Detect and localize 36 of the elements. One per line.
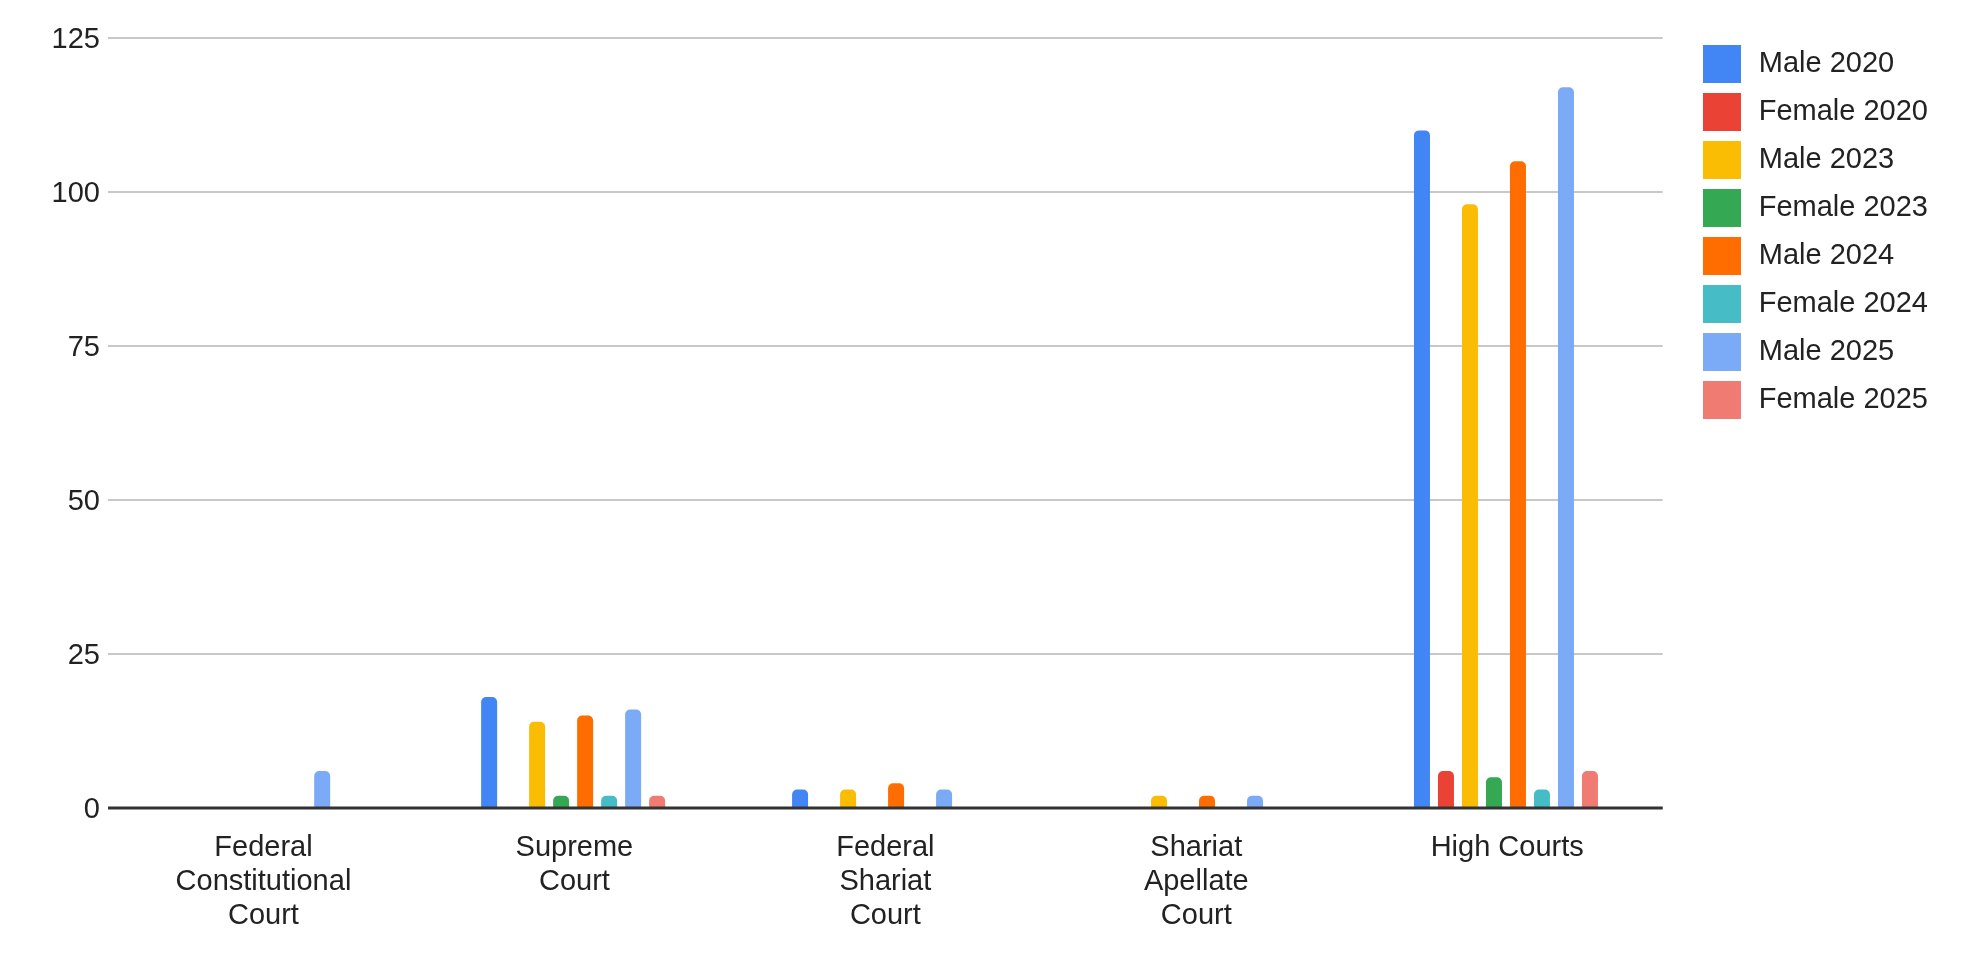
- bar: [888, 783, 905, 808]
- y-tick-label: 125: [51, 22, 100, 55]
- x-tick-label: Federal Shariat Court: [836, 830, 935, 930]
- x-tick-label: Supreme Court: [515, 830, 634, 896]
- legend-label: Female 2020: [1758, 94, 1928, 126]
- legend-label: Female 2025: [1758, 382, 1928, 414]
- legend-label: Male 2023: [1758, 142, 1895, 174]
- y-tick-label: 100: [51, 176, 100, 209]
- bar: [529, 721, 546, 808]
- bar: [1557, 87, 1574, 808]
- bar: [936, 789, 953, 808]
- bar: [840, 789, 857, 808]
- y-tick-label: 75: [67, 330, 100, 363]
- bar: [1437, 771, 1454, 808]
- legend-label: Female 2023: [1758, 190, 1928, 222]
- x-tick-label: High Courts: [1430, 830, 1584, 862]
- y-tick-label: 0: [83, 792, 100, 825]
- legend-label: Female 2024: [1758, 286, 1928, 318]
- bar: [1509, 161, 1526, 808]
- y-tick-label: 50: [67, 484, 100, 517]
- bar: [1413, 130, 1430, 808]
- bar: [577, 715, 594, 808]
- bar: [1461, 204, 1478, 808]
- legend-label: Male 2020: [1758, 46, 1895, 78]
- legend-label: Male 2025: [1758, 334, 1895, 366]
- bar: [314, 771, 331, 808]
- y-tick-label: 25: [67, 638, 100, 671]
- bar: [792, 789, 809, 808]
- bar: [1581, 771, 1598, 808]
- bar: [481, 697, 498, 808]
- x-tick-label: Federal Constitutional Court: [175, 830, 352, 930]
- bar: [625, 709, 642, 808]
- legend-label: Male 2024: [1758, 238, 1895, 270]
- x-tick-label: Shariat Apellate Court: [1143, 830, 1249, 930]
- bar: [1533, 789, 1550, 808]
- bar: [1485, 777, 1502, 808]
